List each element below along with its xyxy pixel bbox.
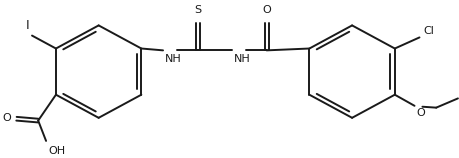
Text: OH: OH xyxy=(48,146,65,156)
Text: O: O xyxy=(415,108,424,118)
Text: NH: NH xyxy=(165,54,181,64)
Text: S: S xyxy=(194,5,201,15)
Text: O: O xyxy=(3,113,11,123)
Text: NH: NH xyxy=(234,54,250,64)
Text: Cl: Cl xyxy=(422,26,433,36)
Text: O: O xyxy=(262,5,270,15)
Text: I: I xyxy=(25,19,29,32)
